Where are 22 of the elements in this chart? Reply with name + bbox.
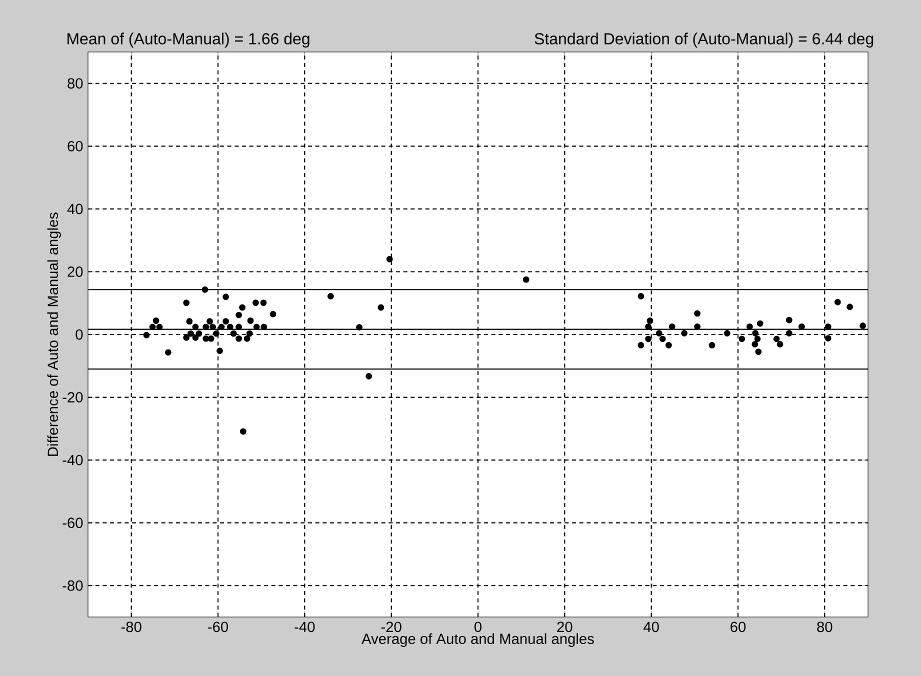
x-tick-label: 40	[644, 622, 659, 632]
y-tick-label: -60	[62, 518, 83, 528]
y-tick-label: 40	[67, 204, 83, 214]
x-tick-label: -20	[381, 622, 402, 632]
x-tick-label: 60	[730, 622, 746, 632]
y-tick-label: -20	[62, 392, 83, 402]
text: Standard Deviation of (Auto-Manual) = 6.44 deg	[534, 32, 874, 48]
y-tick-label: 60	[68, 140, 83, 152]
x-tick-label: 0	[474, 622, 482, 632]
y-tick-label: 80	[68, 78, 83, 89]
x-axis-title: Average of Auto and Manual angles	[362, 633, 594, 647]
x-tick-label: 80	[817, 622, 832, 632]
text: Mean of (Auto-Manual) = 1.66 deg	[68, 32, 310, 48]
x-tick-label: -40	[294, 622, 315, 632]
y-tick-label: 0	[76, 329, 83, 340]
y-axis-title: Difference of Auto and Manual angles	[47, 212, 61, 456]
y-tick-label: -40	[62, 454, 83, 466]
x-tick-label: -80	[121, 622, 142, 632]
y-tick-label: 20	[68, 266, 83, 277]
x-tick-label: -60	[208, 622, 228, 632]
y-tick-label: -80	[62, 580, 83, 591]
x-tick-label: 20	[557, 622, 572, 632]
